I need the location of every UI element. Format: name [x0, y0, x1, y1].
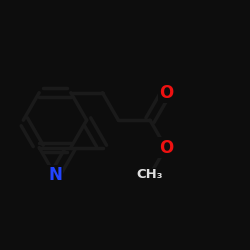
Text: CH₃: CH₃ — [137, 168, 163, 181]
Text: O: O — [159, 138, 173, 156]
Text: O: O — [159, 84, 173, 102]
Text: N: N — [48, 166, 62, 184]
